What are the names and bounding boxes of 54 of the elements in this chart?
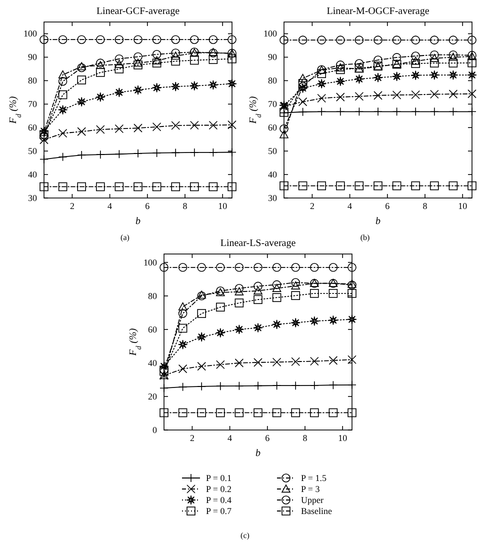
y-tick-label: 40 xyxy=(268,170,278,180)
y-tick-label: 80 xyxy=(268,76,278,86)
legend-label: P = 0.1 xyxy=(206,473,232,483)
legend-label: Upper xyxy=(301,495,324,505)
y-tick-label: 60 xyxy=(28,122,38,133)
x-tick-label: 4 xyxy=(108,201,113,211)
y-tick-label: 0 xyxy=(152,425,158,435)
x-tick-label: 8 xyxy=(302,433,308,443)
y-tick-label: 100 xyxy=(264,28,278,39)
y-tick-label: 60 xyxy=(148,324,158,334)
y-tick-label: 40 xyxy=(28,170,38,180)
y-tick-label: 50 xyxy=(28,146,38,156)
x-tick-label: 6 xyxy=(265,433,270,443)
chart-title: Linear-M-OGCF-average xyxy=(326,6,430,17)
x-tick-label: 6 xyxy=(385,201,390,211)
legend-label: P = 0.2 xyxy=(206,484,232,494)
x-axis-title: b xyxy=(256,448,260,459)
y-tick-label: 30 xyxy=(268,193,278,203)
x-tick-label: 10 xyxy=(218,201,228,211)
x-axis-title: b xyxy=(376,216,380,227)
x-tick-label: 2 xyxy=(70,201,74,211)
y-tick-label: 80 xyxy=(148,290,158,301)
x-axis-title: b xyxy=(136,216,140,227)
x-tick-label: 4 xyxy=(228,433,233,443)
y-tick-label: 70 xyxy=(28,99,38,110)
legend-label: Baseline xyxy=(301,506,332,516)
y-tick-label: 20 xyxy=(148,391,158,402)
x-tick-label: 10 xyxy=(458,201,468,211)
x-tick-label: 8 xyxy=(422,201,428,211)
y-tick-label: 80 xyxy=(28,76,38,86)
text: (c) xyxy=(240,531,250,540)
text: (b) xyxy=(360,233,370,242)
y-tick-label: 100 xyxy=(24,28,38,39)
x-tick-label: 10 xyxy=(338,433,348,443)
y-tick-label: 100 xyxy=(144,257,158,268)
y-tick-label: 40 xyxy=(148,358,158,368)
x-tick-label: 8 xyxy=(182,201,188,211)
legend-label: P = 0.7 xyxy=(206,506,232,516)
chart-title: Linear-GCF-average xyxy=(96,6,180,17)
x-tick-label: 2 xyxy=(310,201,314,211)
legend-label: P = 1.5 xyxy=(301,473,327,483)
y-tick-label: 50 xyxy=(268,146,278,156)
chart-title: Linear-LS-average xyxy=(220,238,296,249)
x-tick-label: 2 xyxy=(190,433,194,443)
x-tick-label: 4 xyxy=(348,201,353,211)
legend-label: P = 3 xyxy=(301,484,320,494)
text: (a) xyxy=(120,233,130,242)
legend-label: P = 0.4 xyxy=(206,495,232,505)
x-tick-label: 6 xyxy=(145,201,150,211)
y-tick-label: 90 xyxy=(268,52,278,62)
y-tick-label: 30 xyxy=(28,193,38,203)
y-tick-label: 90 xyxy=(28,52,38,62)
y-tick-label: 70 xyxy=(268,99,278,110)
y-tick-label: 60 xyxy=(268,122,278,133)
